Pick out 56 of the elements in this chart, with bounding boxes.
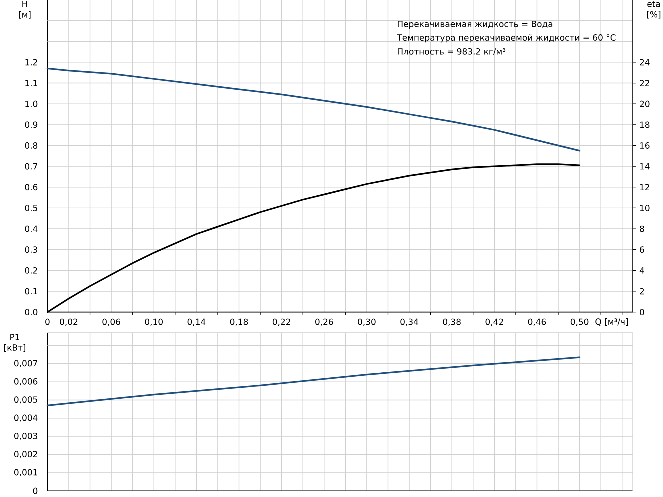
- y2-tick-label: 4: [640, 268, 644, 274]
- x-tick-label: 0,10: [145, 318, 163, 326]
- y-tick-label: 0.8: [25, 142, 38, 149]
- x-tick-label: 0,38: [443, 318, 461, 326]
- y-tick-label: 0,005: [14, 396, 38, 404]
- annotation: Плотность = 983.2 кг/м³: [398, 48, 506, 56]
- x-tick-label: 0,22: [272, 318, 290, 326]
- y-tick-label: 0,003: [14, 432, 38, 440]
- x-axis-title: Q [м³/ч]: [596, 318, 628, 326]
- x-tick-label: 0: [46, 318, 50, 326]
- y-tick-label: 1.2: [26, 59, 38, 66]
- y-tick-label: 0.4: [25, 226, 38, 232]
- x-tick-label: 0,30: [358, 318, 376, 326]
- x-tick-label: 0,14: [188, 318, 206, 326]
- y2-tick-label: 22: [640, 80, 650, 86]
- x-tick-label: 0,06: [102, 318, 120, 326]
- x-tick-label: 0,50: [570, 318, 589, 326]
- y-tick-label: 0,007: [14, 360, 38, 368]
- x-tick-label: 0,42: [486, 318, 504, 326]
- y-tick-label: 0,002: [14, 451, 38, 458]
- y2-axis-title: eta [%]: [647, 1, 661, 19]
- y2-tick-label: 10: [640, 205, 650, 212]
- y-axis-title: H [м]: [19, 1, 31, 19]
- line-series: [46, 356, 581, 406]
- y-tick-label: 0.1: [25, 288, 38, 295]
- y2-tick-label: 2: [640, 288, 644, 295]
- y-axis-title: P1 [кВт]: [4, 334, 26, 352]
- y2-tick-label: 20: [640, 100, 650, 108]
- y2-tick-label: 12: [640, 184, 650, 191]
- y2-tick-label: 18: [640, 122, 650, 128]
- y-tick-label: 0.5: [25, 205, 38, 212]
- y2-tick-label: 24: [640, 59, 650, 66]
- x-tick-label: 0,02: [60, 318, 78, 326]
- y-tick-label: 0.0: [25, 309, 38, 316]
- y-tick-label: 0,004: [14, 414, 38, 422]
- y2-tick-label: 16: [640, 142, 650, 149]
- y2-tick-label: 6: [640, 246, 644, 254]
- annotation: Перекачиваемая жидкость = Вода: [398, 21, 553, 29]
- x-tick-label: 0,18: [230, 318, 248, 326]
- y2-tick-label: 8: [640, 226, 644, 232]
- y-tick-label: 0: [33, 488, 38, 494]
- y-tick-label: 0,001: [14, 469, 38, 477]
- y-tick-label: 0.6: [25, 184, 38, 191]
- y2-tick-label: 14: [640, 163, 650, 170]
- y-tick-label: 1.0: [26, 100, 38, 108]
- y-tick-label: 0.9: [25, 122, 38, 128]
- y-tick-label: 0.2: [25, 267, 38, 274]
- y-tick-label: 0.7: [25, 163, 38, 170]
- x-tick-label: 0,46: [528, 318, 546, 326]
- annotation: Температура перекачиваемой жидкости = 60 °C: [397, 34, 616, 43]
- x-tick-label: 0,26: [316, 318, 334, 326]
- y-tick-label: 1.1: [26, 80, 38, 86]
- y-tick-label: 0,006: [14, 378, 38, 386]
- y2-tick-label: 0: [640, 309, 644, 316]
- x-tick-label: 0,34: [400, 318, 418, 326]
- y-tick-label: 0.3: [25, 246, 38, 254]
